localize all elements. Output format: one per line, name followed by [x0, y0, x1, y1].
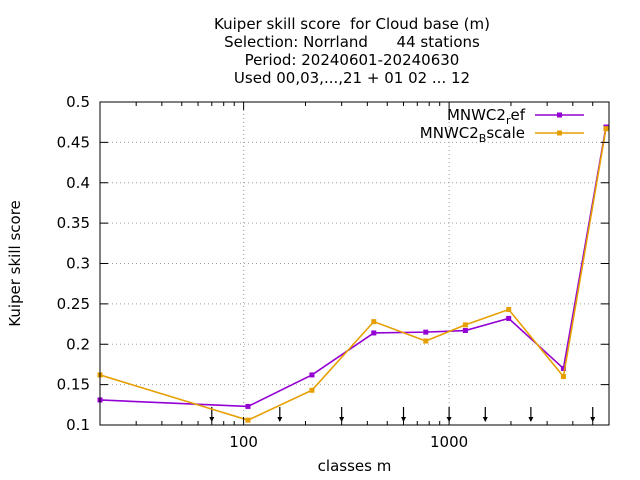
- class-arrow: [401, 407, 407, 422]
- y-tick-label: 0.15: [57, 376, 90, 394]
- data-point: [309, 372, 315, 378]
- legend-marker: [557, 112, 562, 118]
- series-1: [97, 124, 609, 409]
- title-line: Used 00,03,...,21 + 01 02 ... 12: [234, 69, 470, 87]
- class-arrow: [528, 407, 534, 422]
- y-tick-label: 0.2: [66, 335, 90, 353]
- legend-label: MNWC2ref: [447, 106, 526, 127]
- data-point: [462, 328, 468, 334]
- x-tick-label: 100: [229, 433, 258, 451]
- grid: [100, 102, 609, 425]
- legend-entry: MNWC2ref: [447, 106, 584, 127]
- arrow-head: [401, 417, 407, 422]
- y-tick-label: 0.3: [66, 255, 90, 273]
- series-layer: [97, 124, 609, 423]
- legend-marker: [557, 130, 562, 136]
- data-point: [423, 338, 429, 344]
- y-tick-label: 0.5: [66, 93, 90, 111]
- y-tick-label: 0.35: [57, 214, 90, 232]
- class-arrow: [590, 407, 596, 422]
- series-2: [97, 126, 609, 423]
- series-line: [99, 126, 607, 408]
- class-arrow: [339, 407, 345, 422]
- data-point: [560, 374, 566, 380]
- y-tick-label: 0.45: [57, 133, 90, 151]
- y-tick-label: 0.4: [66, 174, 90, 192]
- arrow-head: [339, 417, 345, 422]
- y-tick-label: 0.1: [66, 416, 90, 434]
- data-point: [245, 417, 251, 423]
- chart-title: Kuiper skill score for Cloud base (m)Sel…: [214, 15, 490, 87]
- data-point: [245, 403, 251, 409]
- data-point: [506, 315, 512, 321]
- arrow-head: [482, 417, 488, 422]
- x-axis-label: classes m: [318, 457, 392, 475]
- title-line: Period: 20240601-20240630: [245, 51, 460, 69]
- data-point: [309, 387, 315, 393]
- data-point: [560, 365, 566, 371]
- data-point: [423, 329, 429, 335]
- arrow-head: [277, 417, 283, 422]
- data-point: [462, 322, 468, 328]
- class-arrow-markers: [209, 407, 596, 422]
- data-point: [371, 319, 377, 325]
- y-tick-label: 0.25: [57, 295, 90, 313]
- arrow-head: [528, 417, 534, 422]
- data-point: [603, 126, 609, 132]
- series-line: [99, 128, 607, 422]
- arrow-head: [209, 417, 215, 422]
- class-arrow: [277, 407, 283, 422]
- arrow-head: [590, 417, 596, 422]
- x-tick-label: 1000: [430, 433, 468, 451]
- legend-label: MNWC2Bscale: [420, 124, 525, 145]
- data-point: [506, 307, 512, 313]
- title-line: Selection: Norrland 44 stations: [224, 33, 480, 51]
- data-point: [371, 330, 377, 336]
- class-arrow: [482, 407, 488, 422]
- y-axis-label: Kuiper skill score: [6, 200, 24, 327]
- axis-ticks: 0.1 0.15 0.2 0.25 0.3 0.35 0.4 0.45 0.5 100 1000: [57, 93, 609, 451]
- title-line: Kuiper skill score for Cloud base (m): [214, 15, 490, 33]
- legend-entry: MNWC2Bscale: [420, 124, 584, 145]
